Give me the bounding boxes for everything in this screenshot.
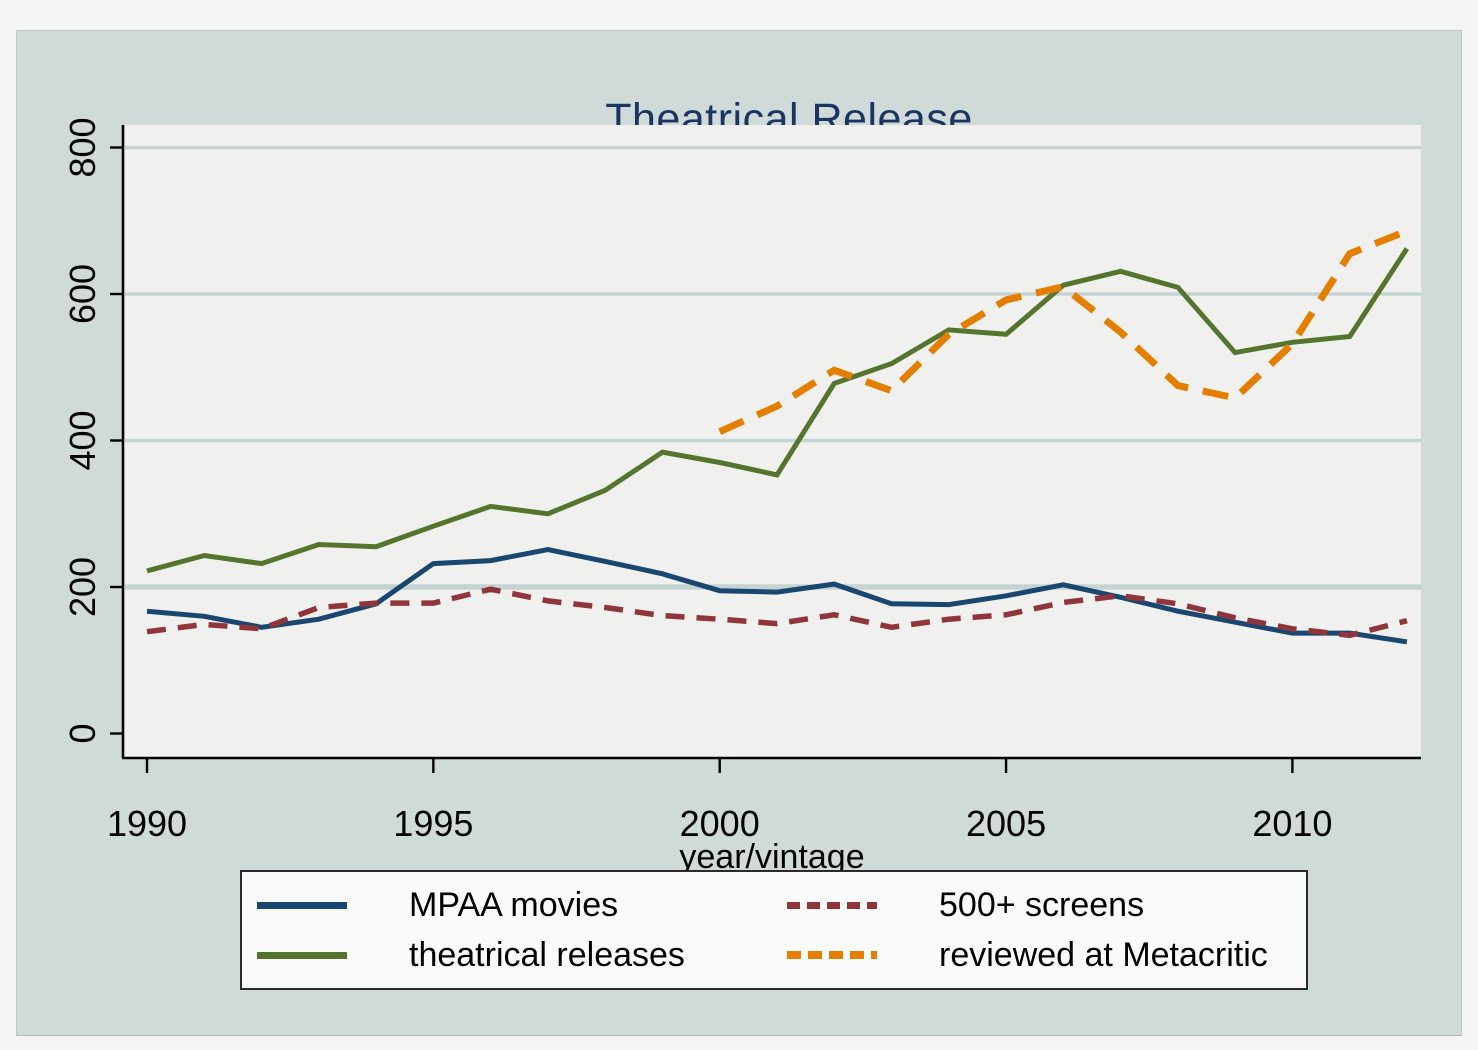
y-tick-label-600: 600 [62,264,103,324]
legend-line-sample-500-screens [787,901,877,909]
legend-line-sample-mpaa-movies [257,901,347,909]
series-line-theatrical-releases [146,247,1409,574]
series-line-reviewed-at-metacritic [718,227,1409,435]
legend-item-theatrical-releases: theatrical releases [257,930,787,980]
legend-label-reviewed-at-metacritic: reviewed at Metacritic [939,935,1268,974]
legend-item-500-screens: 500+ screens [787,880,1306,930]
series-line-mpaa-movies [146,547,1408,645]
legend-label-theatrical-releases: theatrical releases [409,935,685,974]
y-tick-label-800: 800 [62,117,103,177]
legend-line-sample-reviewed-at-metacritic [787,951,877,959]
x-tick-label-1990: 1990 [107,803,187,844]
legend-label-500-screens: 500+ screens [939,885,1145,924]
y-tick-label-400: 400 [62,410,103,470]
y-tick-label-0: 0 [62,723,103,743]
x-tick-label-2000: 2000 [680,803,760,844]
legend-item-reviewed-at-metacritic: reviewed at Metacritic [787,930,1306,980]
legend-label-mpaa-movies: MPAA movies [409,885,619,924]
legend-line-sample-theatrical-releases [257,951,347,959]
series-line-500-screens [146,586,1408,639]
legend-item-mpaa-movies: MPAA movies [257,880,787,930]
x-tick-label-2005: 2005 [966,803,1046,844]
x-axis-title: year/vintage [679,838,864,876]
x-tick-label-1995: 1995 [393,803,473,844]
y-tick-label-200: 200 [62,557,103,617]
x-tick-label-2010: 2010 [1252,803,1332,844]
legend: MPAA movies 500+ screens theatrical rele… [240,870,1308,990]
